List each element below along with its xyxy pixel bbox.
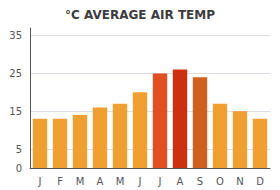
svg-text:35: 35 xyxy=(9,30,22,41)
svg-text:D: D xyxy=(256,176,264,187)
svg-text:0: 0 xyxy=(16,163,22,174)
svg-text:F: F xyxy=(57,176,63,187)
svg-text:J: J xyxy=(138,176,142,187)
svg-text:J: J xyxy=(38,176,42,187)
svg-text:M: M xyxy=(76,176,85,187)
svg-text:O: O xyxy=(216,176,224,187)
svg-text:S: S xyxy=(197,176,203,187)
svg-text:J: J xyxy=(158,176,162,187)
svg-text:A: A xyxy=(97,176,104,187)
svg-text:M: M xyxy=(116,176,125,187)
svg-text:25: 25 xyxy=(9,68,22,79)
svg-text:N: N xyxy=(236,176,243,187)
svg-text:A: A xyxy=(177,176,184,187)
svg-text:15: 15 xyxy=(9,106,22,117)
svg-text:°C AVERAGE AIR TEMP: °C AVERAGE AIR TEMP xyxy=(65,8,215,22)
svg-text:5: 5 xyxy=(16,144,22,155)
